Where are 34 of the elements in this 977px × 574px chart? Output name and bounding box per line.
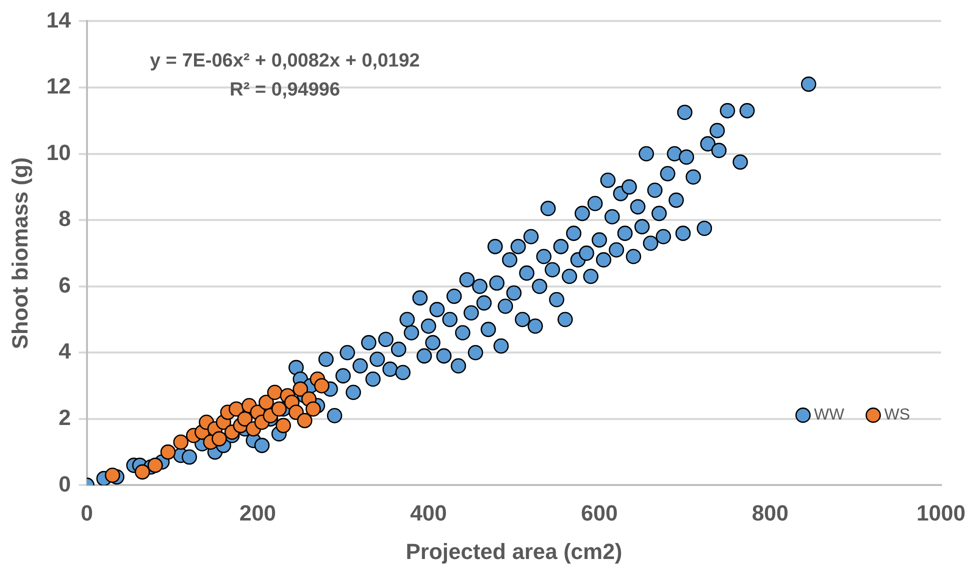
x-tick-label: 0 <box>80 500 93 526</box>
y-tick-label: 14 <box>46 7 72 32</box>
x-tick-label: 200 <box>239 500 276 526</box>
point <box>306 401 321 417</box>
point <box>297 412 312 428</box>
annotation: R² = 0,94996 <box>230 79 340 100</box>
point <box>258 394 274 410</box>
y-axis-title: Shoot biomass (g) <box>7 157 32 350</box>
point <box>104 468 120 483</box>
y-tick-label: 8 <box>58 206 71 232</box>
x-tick-label: 400 <box>410 500 447 526</box>
x-tick-label: 800 <box>752 500 789 526</box>
point <box>212 431 227 446</box>
x-tick-label: 1000 <box>916 500 966 526</box>
point <box>160 444 176 460</box>
y-tick-label: 10 <box>46 140 71 165</box>
point <box>314 378 330 394</box>
point <box>148 458 163 473</box>
x-axis-title: Projected area (cm2) <box>406 538 622 564</box>
point <box>267 384 282 400</box>
annotation: y = 7E-06x² + 0,0082x + 0,0192 <box>150 50 420 72</box>
point <box>271 401 287 417</box>
point <box>173 434 188 450</box>
y-tick-label: 6 <box>58 272 71 298</box>
legend-label: WW <box>814 406 846 424</box>
legend-label: WS <box>884 406 910 424</box>
y-tick-label: 12 <box>46 74 71 99</box>
point <box>276 418 291 434</box>
point <box>134 464 150 480</box>
point <box>292 381 308 397</box>
y-tick-label: 0 <box>58 471 71 496</box>
y-tick-label: 4 <box>58 338 72 364</box>
y-tick-label: 2 <box>58 404 71 430</box>
x-tick-label: 600 <box>580 500 618 526</box>
